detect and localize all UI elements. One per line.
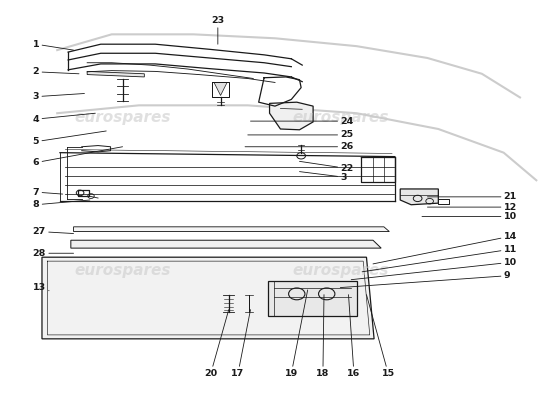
Text: 16: 16 — [347, 295, 361, 378]
Text: 19: 19 — [285, 290, 307, 378]
Text: 11: 11 — [362, 245, 517, 272]
Text: 18: 18 — [316, 295, 329, 378]
Text: 10: 10 — [422, 212, 517, 221]
Polygon shape — [270, 102, 313, 130]
Text: 8: 8 — [32, 200, 90, 209]
Polygon shape — [214, 82, 227, 96]
Text: 28: 28 — [32, 249, 74, 258]
Text: 7: 7 — [32, 188, 63, 197]
Polygon shape — [268, 281, 356, 316]
Polygon shape — [87, 72, 144, 77]
Text: 1: 1 — [32, 40, 74, 50]
Text: eurospares: eurospares — [74, 264, 171, 278]
Text: 5: 5 — [32, 131, 106, 146]
Text: eurospares: eurospares — [292, 264, 389, 278]
Text: 17: 17 — [232, 310, 250, 378]
Polygon shape — [74, 227, 389, 232]
Text: 25: 25 — [248, 130, 354, 140]
Text: 23: 23 — [211, 16, 224, 44]
Text: 15: 15 — [366, 295, 395, 378]
Text: 12: 12 — [427, 202, 517, 212]
Text: eurospares: eurospares — [74, 110, 171, 125]
Text: 3: 3 — [32, 92, 85, 101]
Text: eurospares: eurospares — [292, 110, 389, 125]
Text: 24: 24 — [250, 117, 354, 126]
Text: 10: 10 — [351, 258, 517, 280]
Text: 26: 26 — [245, 142, 354, 151]
Text: 21: 21 — [427, 192, 517, 201]
Text: 6: 6 — [32, 147, 123, 167]
Text: 2: 2 — [32, 67, 79, 76]
Polygon shape — [42, 257, 374, 339]
Text: 4: 4 — [32, 113, 95, 124]
Text: 27: 27 — [32, 227, 74, 236]
Text: 3: 3 — [300, 172, 347, 182]
Text: 22: 22 — [300, 161, 354, 173]
Polygon shape — [71, 240, 381, 248]
Polygon shape — [400, 189, 438, 205]
Text: 13: 13 — [32, 283, 49, 292]
Text: 14: 14 — [373, 232, 517, 264]
Text: 9: 9 — [340, 271, 510, 288]
Text: 20: 20 — [204, 310, 229, 378]
